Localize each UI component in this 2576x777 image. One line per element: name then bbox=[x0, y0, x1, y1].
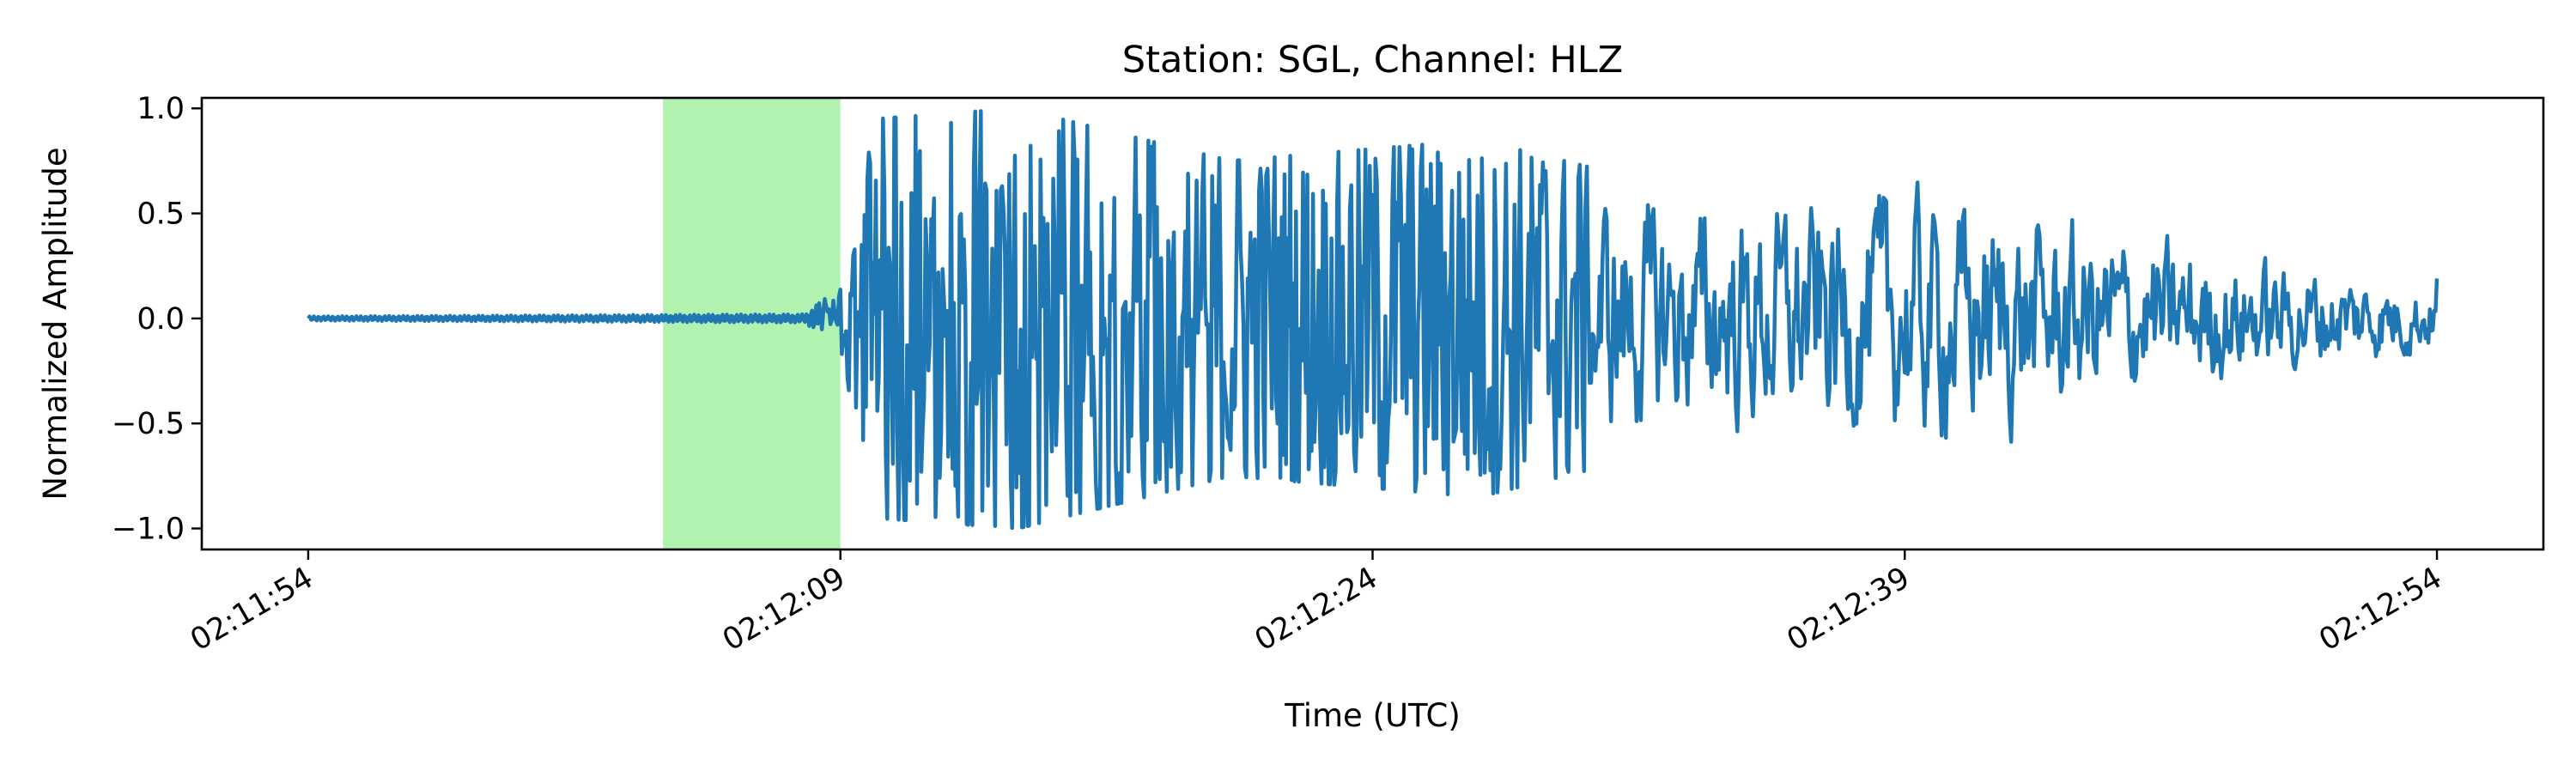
y-tick-label: 0.0 bbox=[137, 302, 185, 337]
y-tick-label: 1.0 bbox=[137, 92, 185, 126]
chart-title: Station: SGL, Channel: HLZ bbox=[1122, 39, 1623, 82]
waveform-line bbox=[307, 109, 2439, 531]
y-axis-label: Normalized Amplitude bbox=[37, 147, 74, 500]
y-tick-label: −1.0 bbox=[112, 513, 185, 547]
y-tick-label: −0.5 bbox=[112, 407, 185, 441]
y-tick-label: 0.5 bbox=[137, 197, 185, 232]
x-axis-label: Time (UTC) bbox=[1284, 697, 1461, 734]
